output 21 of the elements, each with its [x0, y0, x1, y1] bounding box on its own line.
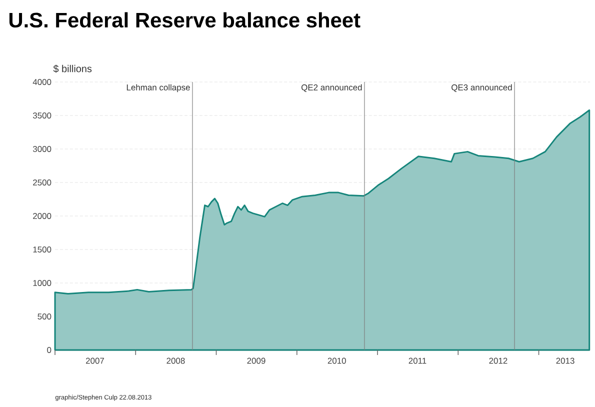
y-tick-label: 4000	[32, 79, 52, 85]
y-tick-label: 2000	[33, 213, 52, 219]
y-tick-label: 1500	[33, 246, 52, 252]
x-tick-label: 2010	[328, 358, 346, 364]
ref-line-label: QE3 announced	[452, 84, 512, 92]
y-axis-title: $ billions	[53, 64, 92, 73]
x-tick-label: 2011	[408, 358, 426, 364]
chart-title: U.S. Federal Reserve balance sheet	[9, 12, 360, 28]
y-tick-label: 3000	[32, 146, 52, 152]
ref-line-label: QE2 announced	[301, 84, 362, 92]
x-tick-label: 2007	[86, 358, 104, 364]
ref-line-label: Lehman collapse	[126, 84, 190, 92]
y-tick-label: 3500	[32, 112, 52, 118]
y-tick-label: 1000	[33, 280, 52, 286]
x-tick-label: 2008	[166, 358, 185, 364]
y-tick-label: 500	[38, 314, 52, 320]
y-tick-label: 2500	[33, 180, 52, 186]
x-tick-label: 2013	[556, 358, 574, 364]
y-tick-label: 0	[47, 347, 52, 353]
x-tick-label: 2009	[247, 358, 266, 364]
x-tick-label: 2012	[489, 358, 508, 364]
